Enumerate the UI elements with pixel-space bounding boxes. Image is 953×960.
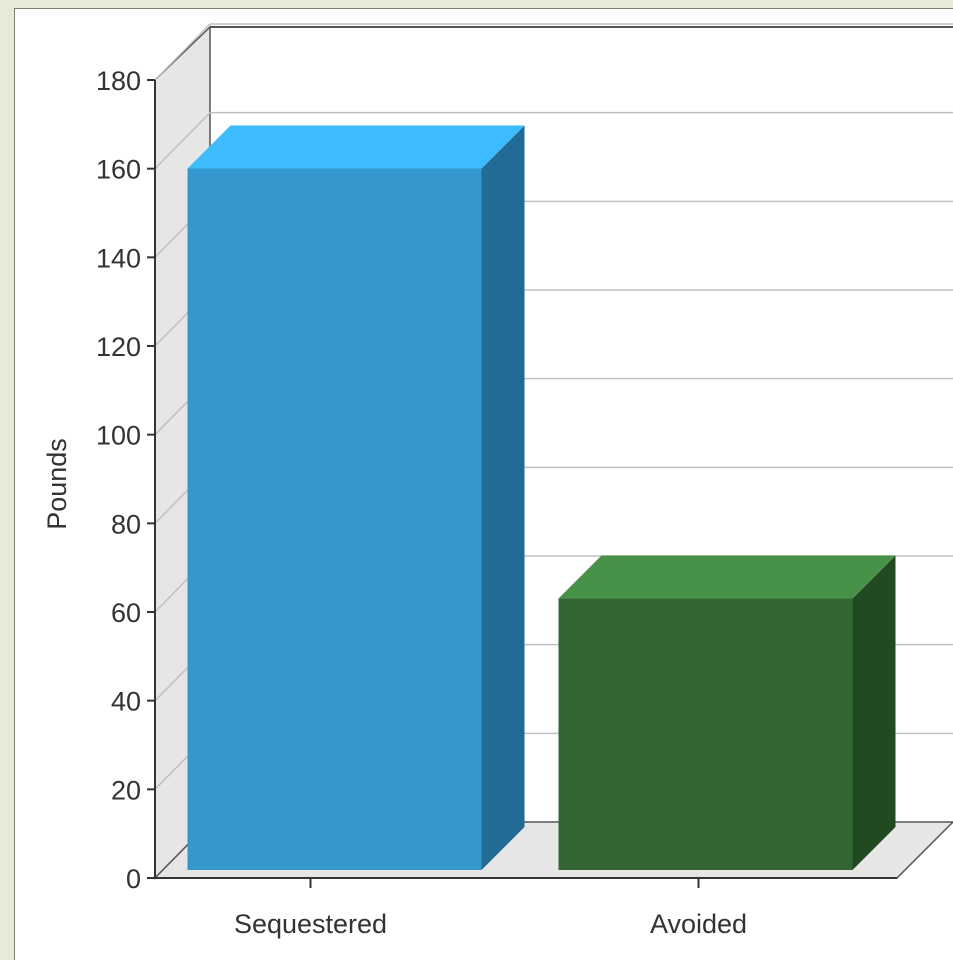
y-tick-label: 0 <box>126 864 141 894</box>
y-tick-label: 80 <box>111 509 141 539</box>
y-tick-label: 20 <box>111 775 141 805</box>
grid-line-wall <box>154 23 211 81</box>
y-tick-label: 180 <box>96 66 141 96</box>
bar-side <box>852 555 896 870</box>
x-axis-ticks: Sequestered Avoided <box>234 878 747 939</box>
y-tick-label: 100 <box>96 421 141 451</box>
x-tick-label: Sequestered <box>234 909 387 939</box>
bar-sequestered <box>187 125 525 870</box>
x-tick-label: Avoided <box>650 909 747 939</box>
axes <box>154 80 897 879</box>
y-axis-ticks: 0 20 40 60 80 100 120 140 160 180 <box>96 66 155 894</box>
y-tick-label: 60 <box>111 598 141 628</box>
y-axis-title: Pounds <box>42 438 72 530</box>
bar-side <box>481 125 525 870</box>
bars <box>187 125 896 870</box>
bar-front <box>558 598 853 870</box>
y-tick-label: 40 <box>111 687 141 717</box>
grid-line-wall <box>154 112 211 170</box>
y-tick-label: 160 <box>96 155 141 185</box>
bar-top <box>558 555 896 599</box>
y-tick-label: 140 <box>96 243 141 273</box>
bar-front <box>187 168 482 870</box>
y-tick-label: 120 <box>96 332 141 362</box>
bar-avoided <box>558 555 896 870</box>
bar-top <box>187 125 525 169</box>
